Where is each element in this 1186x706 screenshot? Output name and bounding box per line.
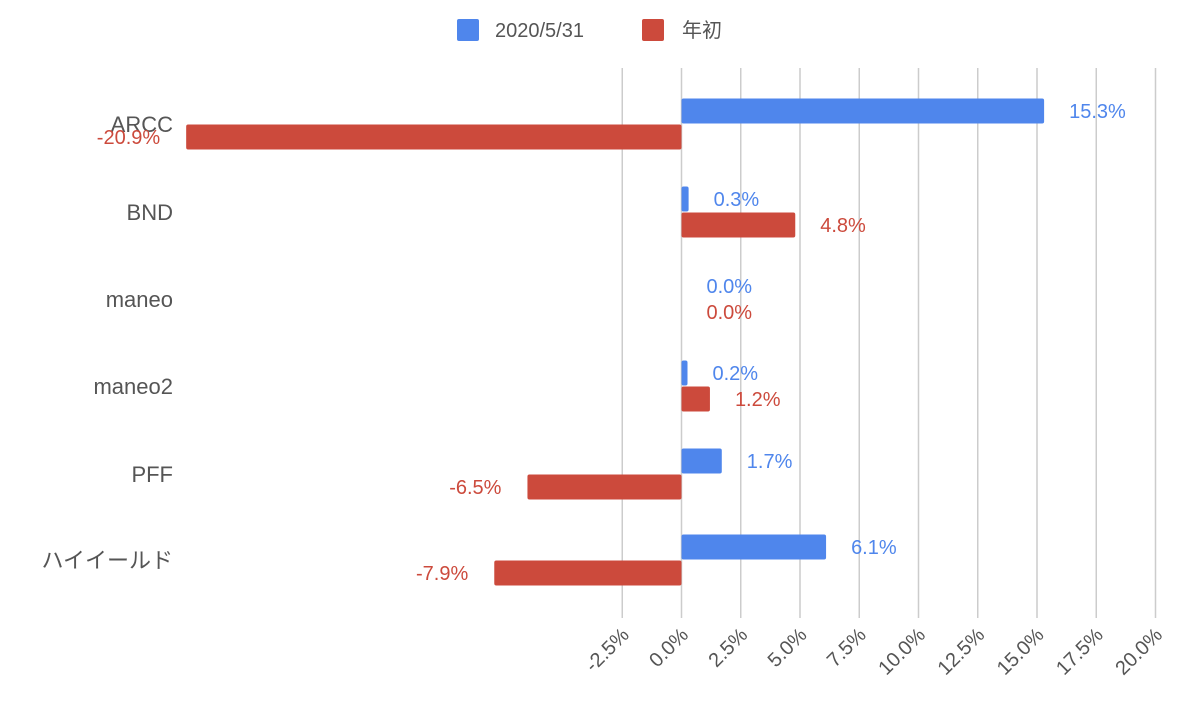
category-label: maneo2 [93,374,173,399]
bar-series1-ARCC [681,98,1045,124]
data-label: 0.2% [713,363,759,385]
x-tick-label: 5.0% [764,624,812,672]
data-label: -20.9% [97,127,161,149]
category-label: BND [127,200,173,225]
x-tick-label: 10.0% [874,624,930,680]
data-label: 1.2% [735,389,781,411]
bar-series1-BND [681,186,689,212]
x-tick-label: 20.0% [1111,624,1167,680]
x-tick-label: 12.5% [934,624,990,680]
bar-series1-PFF [681,448,722,474]
data-label: 0.0% [707,302,753,324]
category-label: PFF [131,462,173,487]
category-labels: ARCC BND maneo maneo2 PFF ハイイールド [41,112,173,573]
data-label: 0.3% [714,189,760,211]
data-label: 6.1% [851,537,897,559]
legend-label: 年初 [682,19,722,42]
data-label: 15.3% [1069,101,1126,123]
x-tick-label: 0.0% [645,624,693,672]
data-labels: 15.3% 0.3% 0.0% 0.2% 1.7% 6.1% -20.9% 4.8% 0.0% 1… [97,101,1126,585]
bar-series2-ARCC [186,124,682,150]
bar-series2-maneo2 [681,386,710,412]
bar-series2-PFF [527,474,682,500]
data-label: 4.8% [820,215,866,237]
category-label: ハイイールド [41,548,173,573]
legend-label: 2020/5/31 [495,20,584,42]
bar-series1-ハイイールド [681,534,827,560]
legend-swatch [642,19,664,41]
data-label: 1.7% [747,451,793,473]
data-label: -7.9% [416,563,468,585]
category-label: maneo [106,287,173,312]
x-tick-label: -2.5% [581,624,634,677]
bar-series2-BND [681,212,796,238]
category-label: ARCC [111,112,173,137]
x-axis-tick-labels: -2.5% 0.0% 2.5% 5.0% 7.5% 10.0% 12.5% 15.0% 17.5… [581,624,1167,680]
x-tick-label: 17.5% [1052,624,1108,680]
x-tick-label: 2.5% [704,624,752,672]
bar-series1-maneo2 [681,360,688,386]
gridlines [621,68,1157,618]
x-tick-label: 7.5% [823,624,871,672]
bar-series2-ハイイールド [494,560,682,586]
data-label: -6.5% [449,477,501,499]
x-tick-label: 15.0% [993,624,1049,680]
legend: 2020/5/31 年初 [457,19,722,42]
data-label: 0.0% [707,276,753,298]
legend-swatch [457,19,479,41]
bars [186,98,1045,586]
